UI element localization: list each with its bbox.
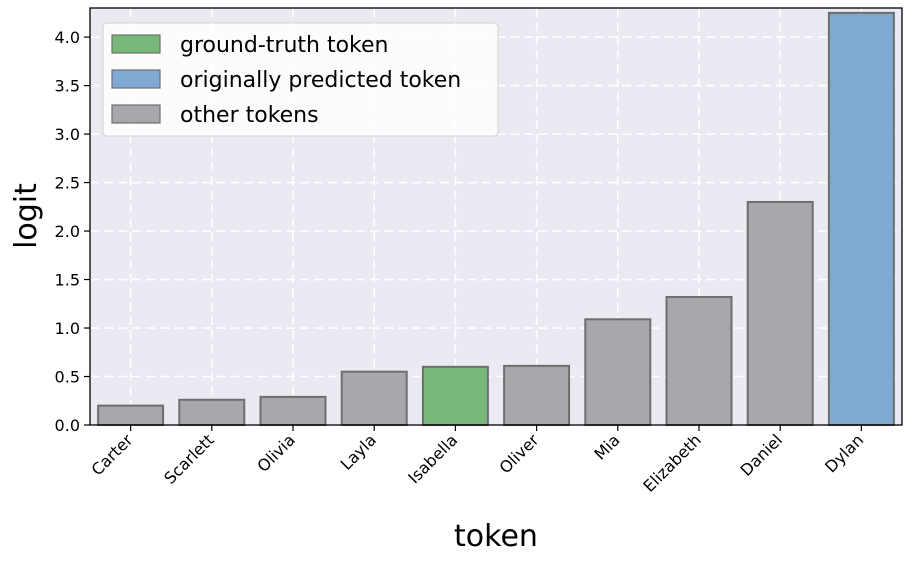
bar-daniel: [746, 200, 814, 426]
y-tick-label: 3.5: [55, 77, 80, 96]
y-axis-ticks: 0.0 0.5 1.0 1.5 2.0 2.5 3.0 3.5 4.0: [55, 28, 90, 435]
y-tick-label: 4.0: [55, 28, 80, 47]
legend-label-other: other tokens: [180, 103, 319, 128]
legend-swatch-other: [111, 104, 161, 124]
axes: [89, 7, 903, 426]
x-tick-label: Dylan: [821, 430, 867, 476]
y-tick-label: 2.0: [55, 222, 80, 241]
axes-frame: [89, 7, 903, 426]
x-axis-ticks: Carter Scarlett Olivia Layla Isabella Oliver M…: [87, 425, 867, 496]
x-tick-label: Oliver: [495, 430, 542, 477]
y-axis-title: logit: [9, 183, 44, 249]
y-tick-label: 1.0: [55, 319, 80, 338]
y-tick-label: 0.0: [55, 416, 80, 435]
y-tick-label: 3.0: [55, 125, 80, 144]
legend-box: [102, 22, 499, 137]
x-tick-label: Olivia: [253, 430, 298, 475]
x-tick-label: Layla: [337, 430, 380, 473]
x-tick-label: Carter: [87, 430, 136, 479]
bar-dylan: [827, 11, 895, 426]
x-tick-label: Daniel: [737, 430, 786, 479]
legend-label-predicted: originally predicted token: [180, 68, 461, 93]
legend: ground-truth token originally predicted t…: [102, 22, 499, 137]
x-tick-label: Elizabeth: [639, 430, 704, 495]
y-tick-label: 0.5: [55, 368, 80, 387]
legend-swatch-predicted: [111, 69, 161, 89]
bar-isabella: [421, 365, 489, 427]
x-tick-label: Mia: [590, 430, 623, 463]
legend-swatch-ground-truth: [111, 34, 161, 54]
bar-carter: [97, 404, 165, 426]
bar-layla: [340, 370, 408, 426]
x-tick-label: Isabella: [404, 430, 461, 487]
bar-scarlett: [178, 398, 246, 426]
x-tick-label: Scarlett: [160, 430, 217, 487]
x-axis-title: token: [454, 519, 538, 554]
bar-mia: [584, 318, 652, 426]
bars: [97, 11, 895, 427]
y-tick-label: 1.5: [55, 271, 80, 290]
bar-olivia: [259, 395, 327, 426]
y-tick-label: 2.5: [55, 174, 80, 193]
bar-oliver: [503, 364, 571, 426]
bar-elizabeth: [665, 295, 733, 426]
legend-label-ground-truth: ground-truth token: [180, 33, 388, 58]
